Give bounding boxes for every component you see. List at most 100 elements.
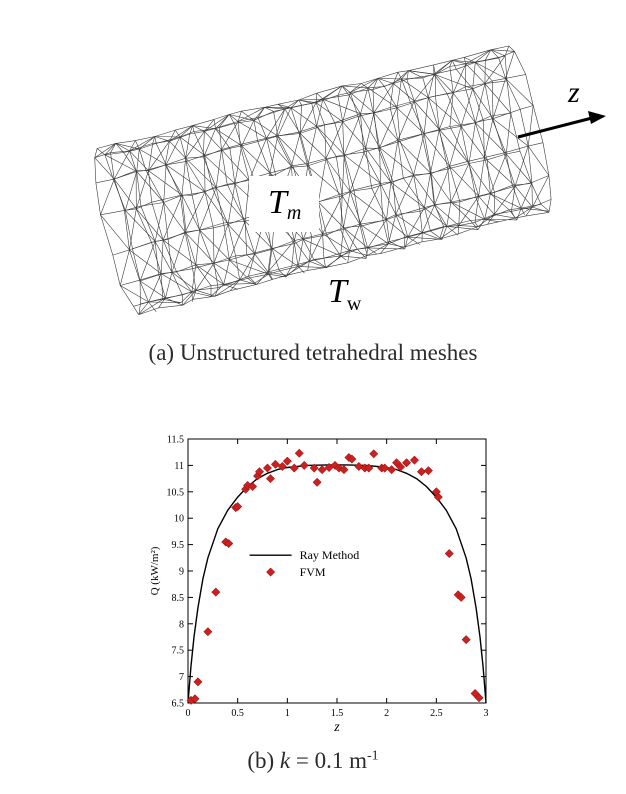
mesh-edge [452, 60, 466, 65]
mesh-edge [343, 155, 351, 192]
mesh-edge [184, 231, 215, 264]
mesh-edge [120, 285, 149, 303]
mesh-edge [349, 147, 366, 192]
mesh-edge [247, 278, 255, 284]
mesh-edge [514, 51, 526, 75]
fvm-data-point [262, 463, 273, 473]
mesh-edge [219, 121, 239, 128]
mesh-edge [204, 114, 230, 132]
mesh-edge [505, 78, 534, 106]
mesh-edge [325, 250, 350, 268]
mesh-edge [192, 187, 217, 196]
mesh-edge [452, 57, 465, 61]
mesh-edge [434, 204, 459, 226]
mesh-edge [316, 126, 337, 157]
mesh-edge [148, 170, 183, 196]
mesh-edge [189, 131, 205, 135]
mesh-edge [433, 64, 436, 75]
mesh-edge [221, 149, 228, 185]
mesh-edge [340, 227, 344, 256]
mesh-edge [298, 126, 317, 133]
mesh-edge [509, 207, 522, 211]
y-tick-label: 10.5 [167, 487, 185, 498]
mesh-edge [490, 193, 510, 211]
mesh-edge [279, 266, 299, 272]
mesh-edge [257, 135, 278, 142]
mesh-edge [152, 136, 156, 144]
mesh-edge [284, 99, 299, 110]
mesh-edge [532, 206, 550, 213]
mesh-edge [257, 108, 285, 118]
mesh-edge [439, 129, 449, 169]
mesh-edge [180, 291, 193, 303]
mesh-edge [367, 87, 374, 114]
x-tick-label: 0.5 [231, 708, 244, 719]
mesh-edge [484, 83, 492, 117]
z-axis-label: z [567, 76, 580, 109]
mesh-edge [483, 118, 494, 121]
fvm-data-point [243, 480, 253, 491]
fvm-data-point [265, 474, 276, 484]
mesh-edge [397, 140, 404, 179]
mesh-edge [286, 270, 308, 276]
mesh-edge [219, 127, 222, 150]
mesh-edge [214, 279, 240, 297]
mesh-edge [349, 92, 359, 117]
mesh-edge [139, 143, 157, 150]
mesh-edge [458, 201, 461, 226]
mesh-edge [449, 166, 479, 197]
mesh-edge [192, 290, 197, 300]
mesh-edge [449, 66, 454, 94]
mesh-edge [158, 304, 183, 309]
mesh-edge [148, 143, 153, 171]
mesh-edge [514, 146, 529, 187]
mesh-edge [266, 138, 292, 167]
mesh-edge [527, 146, 533, 183]
mesh-edge [119, 285, 134, 307]
mesh-edge [318, 201, 344, 228]
mesh-edge [151, 242, 162, 274]
mesh-edge [154, 136, 170, 142]
mesh-edge [367, 243, 389, 256]
mesh-edge [492, 118, 529, 147]
mesh-edge [468, 122, 476, 164]
mesh-edge [227, 180, 250, 185]
mesh-edge [230, 284, 257, 291]
mesh-edge [110, 152, 115, 180]
mesh-edge [348, 94, 361, 114]
mesh-edge [110, 143, 117, 153]
mesh-edge [453, 86, 466, 94]
mesh-edge [238, 117, 258, 122]
mesh-edge [119, 249, 130, 286]
mesh-edge [129, 249, 140, 281]
mesh-edge [302, 239, 315, 260]
mesh-edge [267, 249, 272, 272]
mesh-edge [215, 123, 235, 129]
mesh-edge [237, 107, 265, 122]
mesh-edge [192, 262, 215, 269]
fvm-data-point [456, 592, 466, 602]
mesh-edge [253, 120, 278, 137]
mesh-edge [390, 182, 402, 215]
mesh-edge [299, 133, 327, 159]
mesh-edge [169, 125, 193, 142]
mesh-edge [176, 264, 196, 273]
mesh-edge [532, 175, 550, 208]
x-tick-label: 2 [384, 708, 389, 719]
y-tick-label: 7 [179, 672, 184, 683]
mesh-edge [393, 79, 407, 84]
mesh-edge [322, 195, 343, 234]
mesh-edge [162, 239, 177, 273]
mesh-edge [191, 195, 200, 231]
mesh-edge [241, 120, 255, 146]
mesh-edge [120, 279, 140, 286]
mesh-edge [343, 191, 351, 228]
mesh-edge [203, 149, 222, 158]
mesh-edge [367, 87, 398, 109]
mesh-edge [521, 207, 550, 212]
mesh-edge [257, 117, 267, 139]
mesh-edge [382, 220, 389, 244]
mesh-edge [309, 236, 312, 262]
mesh-edge [229, 148, 236, 184]
mesh-edge [397, 139, 431, 174]
